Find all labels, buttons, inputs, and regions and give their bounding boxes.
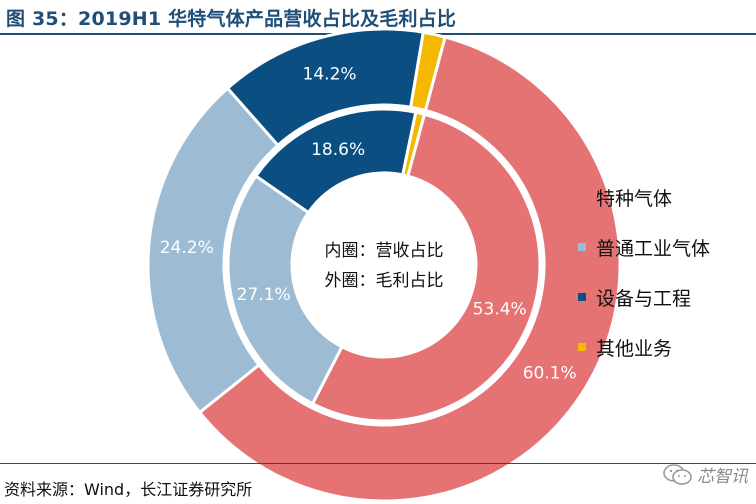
outer-slice-general-gas <box>146 86 281 415</box>
slice-labels: 53.4% 27.1% 18.6% 60.1% 24.2% 14.2% <box>160 65 577 384</box>
legend-swatch <box>578 243 586 251</box>
legend-label: 设备与工程 <box>596 287 692 310</box>
legend-label: 特种气体 <box>596 187 673 210</box>
outer-slice-special-gas <box>197 35 622 503</box>
legend-label: 普通工业气体 <box>596 237 711 260</box>
outer-label-equipment: 14.2% <box>303 65 357 85</box>
legend-swatch <box>578 293 586 301</box>
chart-legend: 特种气体普通工业气体 设备与工程其他业务 <box>578 172 710 372</box>
outer-label-general-gas: 24.2% <box>160 238 214 258</box>
footer-divider <box>0 463 756 464</box>
watermark: 芯智讯 <box>663 462 748 487</box>
outer-ring <box>146 27 622 503</box>
center-label-inner: 内圈：营收占比 <box>325 241 444 261</box>
inner-label-special-gas: 53.4% <box>473 300 527 320</box>
outer-label-special-gas: 60.1% <box>523 363 577 383</box>
outer-slice-other <box>408 30 447 113</box>
watermark-text: 芯智讯 <box>697 467 748 487</box>
legend-item-equipment: 设备与工程 <box>578 272 710 322</box>
inner-label-general-gas: 27.1% <box>237 285 291 305</box>
inner-slice-general-gas <box>226 173 344 406</box>
inner-slice-other <box>400 110 427 178</box>
legend-item-other: 其他业务 <box>578 322 710 372</box>
legend-swatch <box>578 193 586 201</box>
inner-label-equipment: 18.6% <box>311 140 365 160</box>
legend-item-special-gas: 特种气体 <box>578 172 710 222</box>
center-label-outer: 外圈：毛利占比 <box>325 271 444 291</box>
inner-slice-special-gas <box>310 112 542 423</box>
wechat-icon <box>663 463 692 485</box>
legend-label: 其他业务 <box>596 337 673 360</box>
source-note: 资料来源：Wind，长江证券研究所 <box>4 480 253 499</box>
inner-ring <box>226 107 542 423</box>
chart-title: 图 35：2019H1 华特气体产品营收占比及毛利占比 <box>6 8 457 30</box>
legend-item-general-gas: 普通工业气体 <box>578 222 710 272</box>
legend-swatch <box>578 343 586 351</box>
